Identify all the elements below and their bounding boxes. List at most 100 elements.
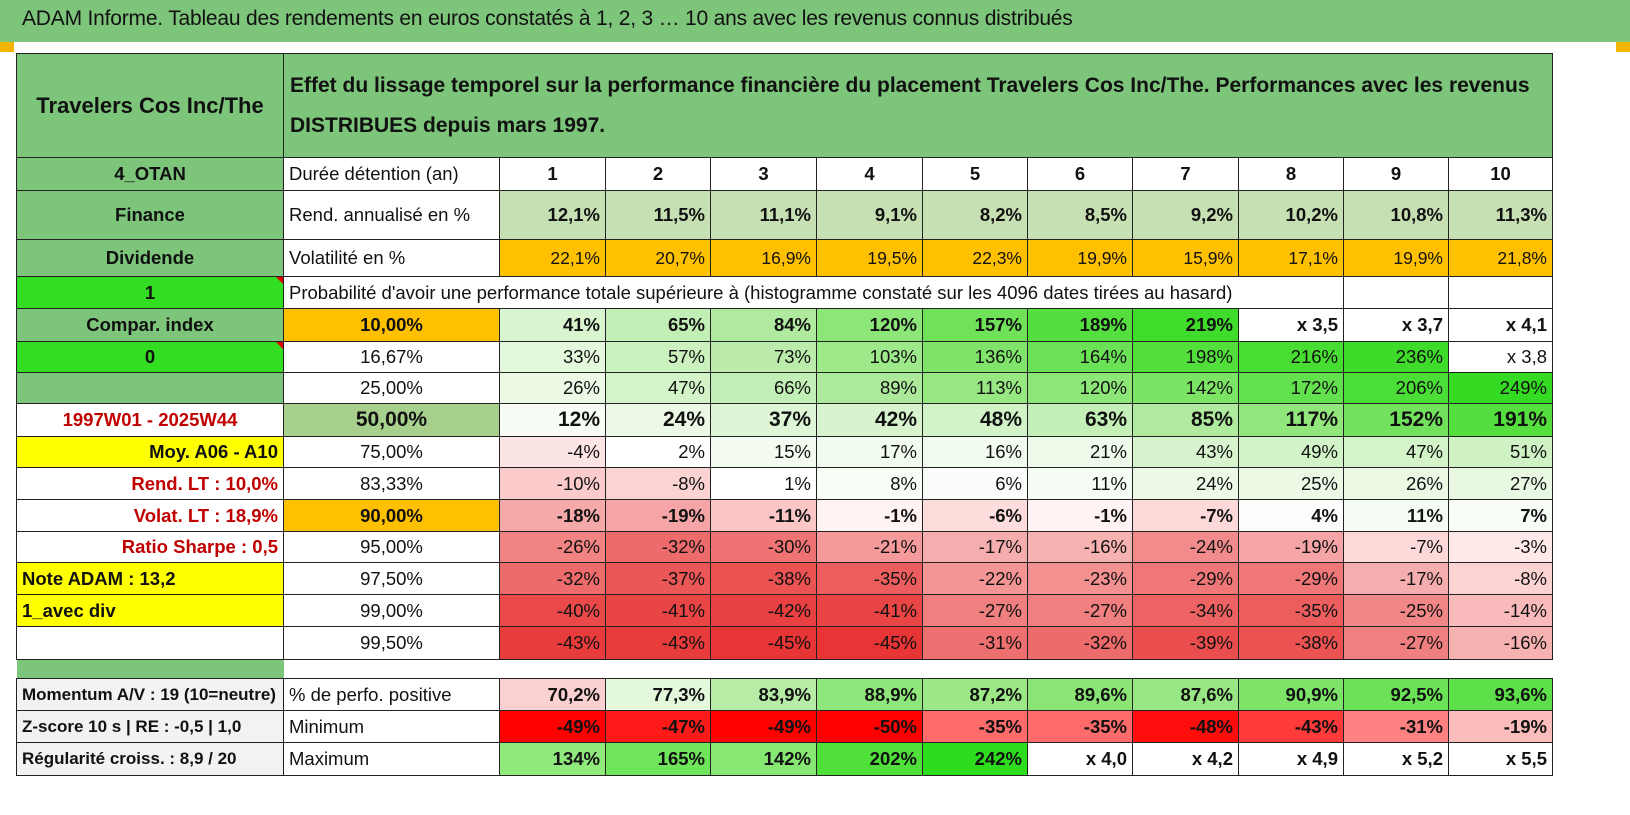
row-description: Volatilité en % [283, 239, 500, 277]
table-cell: 8,2% [922, 190, 1028, 240]
table-cell: -27% [1343, 626, 1449, 660]
table-cell: -17% [1343, 562, 1449, 595]
table-cell: 24% [1132, 467, 1239, 500]
table-cell: 20,7% [605, 239, 711, 277]
table-cell: 77,3% [605, 678, 711, 711]
table-cell: -43% [605, 626, 711, 660]
table-cell: 24% [605, 403, 711, 437]
table-cell: 236% [1343, 341, 1449, 373]
table-cell: 134% [499, 742, 606, 776]
table-cell: -10% [499, 467, 606, 500]
table-cell: 66% [710, 372, 817, 404]
spacer-row [16, 659, 1553, 679]
table-cell: 27% [1448, 467, 1553, 500]
table-cell: 85% [1132, 403, 1239, 437]
table-row: 1997W01 - 2025W44 50,00% 12% 24% 37% 42% 48% 63… [16, 403, 1553, 437]
table-cell: -45% [816, 626, 923, 660]
row-description: 50,00% [283, 403, 500, 437]
spacer-cell [16, 659, 284, 679]
spacer-cell [922, 659, 1028, 679]
table-cell: 22,1% [499, 239, 606, 277]
table-cell: -35% [816, 562, 923, 595]
table-cell: -1% [1027, 499, 1133, 532]
table-cell: 83,9% [710, 678, 817, 711]
table-cell: 152% [1343, 403, 1449, 437]
spacer-cell [1238, 659, 1344, 679]
table-cell: 202% [816, 742, 923, 776]
footer-description: % de perfo. positive [283, 678, 500, 711]
table-cell: 1 [499, 157, 606, 191]
table-cell: 10,8% [1343, 190, 1449, 240]
table-cell: 157% [922, 308, 1028, 342]
row-label: 1_avec div [16, 594, 284, 627]
table-cell: 42% [816, 403, 923, 437]
table-cell: 84% [710, 308, 817, 342]
table-row: Dividende Volatilité en % 22,1% 20,7% 16,9% 1… [16, 239, 1553, 277]
table-cell: 189% [1027, 308, 1133, 342]
table-cell: 113% [922, 372, 1028, 404]
row-label [16, 626, 284, 660]
table-row: 1_avec div 99,00% -40% -41% -42% -41% -27% -27%… [16, 594, 1553, 627]
row-label: 1997W01 - 2025W44 [16, 403, 284, 437]
table-cell: 136% [922, 341, 1028, 373]
table-cell: -16% [1027, 531, 1133, 563]
title-bar: ADAM Informe. Tableau des rendements en … [0, 0, 1630, 42]
table-cell: -11% [710, 499, 817, 532]
spacer-cell [1027, 659, 1133, 679]
table-cell: 8% [816, 467, 923, 500]
table-cell: -8% [1448, 562, 1553, 595]
corner-mark-right [1616, 42, 1630, 52]
row-description: 99,50% [283, 626, 500, 660]
table-cell: 89,6% [1027, 678, 1133, 711]
table-row: 1 Probabilité d'avoir une performance tot… [16, 276, 1553, 309]
table-cell: 87,6% [1132, 678, 1239, 711]
table-cell: 198% [1132, 341, 1239, 373]
footer-label: Régularité croiss. : 8,9 / 20 [16, 742, 284, 776]
table-cell: x 4,2 [1132, 742, 1239, 776]
table-cell: 19,5% [816, 239, 923, 277]
table-cell: 49% [1238, 436, 1344, 468]
table-cell: 11,3% [1448, 190, 1553, 240]
table-cell: -30% [710, 531, 817, 563]
corner-mark-left [0, 42, 14, 52]
table-row: Rend. LT : 10,0% 83,33% -10% -8% 1% 8% 6% 11% 24… [16, 467, 1553, 500]
row-description: 99,00% [283, 594, 500, 627]
table-cell: 19,9% [1027, 239, 1133, 277]
table-cell: x 4,9 [1238, 742, 1344, 776]
table-cell: -25% [1343, 594, 1449, 627]
table-cell: 7 [1132, 157, 1239, 191]
table-cell: 16% [922, 436, 1028, 468]
page-title: ADAM Informe. Tableau des rendements en … [22, 7, 1073, 30]
table-cell: 164% [1027, 341, 1133, 373]
table-cell: 7% [1448, 499, 1553, 532]
table-cell: -32% [1027, 626, 1133, 660]
row-label: Ratio Sharpe : 0,5 [16, 531, 284, 563]
spacer-cell [710, 659, 817, 679]
table-cell: 103% [816, 341, 923, 373]
table-cell: 6% [922, 467, 1028, 500]
table-cell: -35% [1238, 594, 1344, 627]
table-row: 0 16,67% 33% 57% 73% 103% 136% 164% 198% 216% 236%… [16, 341, 1553, 373]
table-row: Ratio Sharpe : 0,5 95,00% -26% -32% -30% -21%… [16, 531, 1553, 563]
table-cell: 57% [605, 341, 711, 373]
table-cell: 6 [1027, 157, 1133, 191]
table-cell: -18% [499, 499, 606, 532]
probability-caption: Probabilité d'avoir une performance tota… [283, 276, 1344, 309]
row-description: 97,50% [283, 562, 500, 595]
table-cell: 47% [605, 372, 711, 404]
table-cell: -48% [1132, 710, 1239, 743]
row-label: Volat. LT : 18,9% [16, 499, 284, 532]
table-cell: x 3,5 [1238, 308, 1344, 342]
table-cell: 10,2% [1238, 190, 1344, 240]
table-cell: -6% [922, 499, 1028, 532]
table-cell: -50% [816, 710, 923, 743]
table-cell: -39% [1132, 626, 1239, 660]
table-cell [1343, 276, 1449, 309]
table-cell: 73% [710, 341, 817, 373]
table-cell: 191% [1448, 403, 1553, 437]
table-cell: 165% [605, 742, 711, 776]
table-cell: 87,2% [922, 678, 1028, 711]
table-cell: 9,2% [1132, 190, 1239, 240]
row-label: Dividende [16, 239, 284, 277]
table-cell: 249% [1448, 372, 1553, 404]
